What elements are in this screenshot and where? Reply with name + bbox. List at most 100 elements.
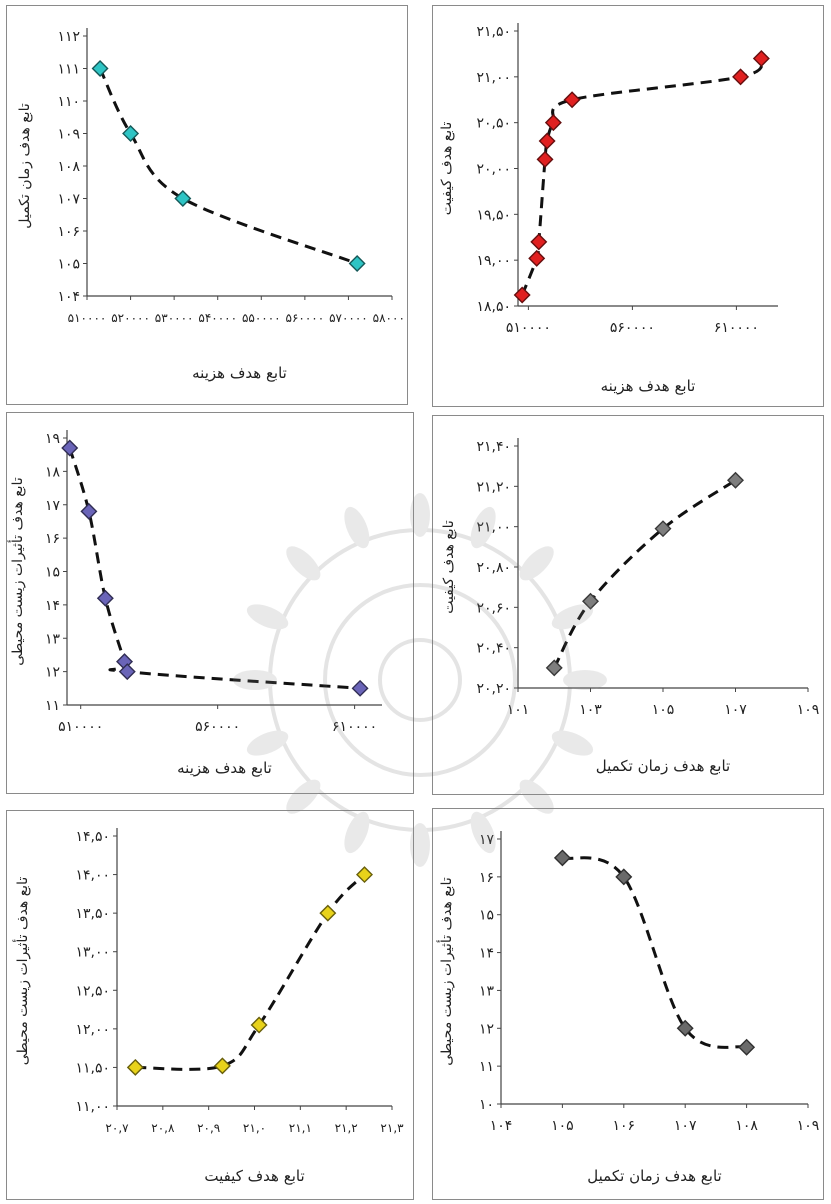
y-tick-label: ۲۰,۰۰ (476, 162, 511, 178)
x-tick-label: ۶۱۰۰۰۰ (332, 719, 377, 735)
x-tick-label: ۱۰۸ (735, 1118, 758, 1134)
data-point-marker (80, 502, 98, 520)
y-tick-label: ۲۱,۰۰ (476, 520, 511, 536)
x-axis-label: تابع هدف هزینه (177, 759, 272, 777)
data-point-marker (676, 1019, 694, 1037)
y-axis-label: تابع هدف تأثیرات زیست محیطی (436, 877, 455, 1066)
data-point-marker (118, 663, 136, 681)
data-point-marker (530, 233, 548, 251)
y-tick-label: ۱۸ (45, 464, 61, 480)
data-point-marker (544, 114, 562, 132)
y-tick-label: ۱۸,۵۰ (476, 299, 511, 315)
watermark-petal (286, 546, 321, 581)
x-tick-label: ۵۶۰۰۰۰ (610, 320, 655, 336)
watermark-petal (519, 546, 554, 581)
x-tick-label: ۱۰۴ (490, 1118, 513, 1134)
y-tick-label: ۲۰,۸۰ (476, 560, 511, 576)
x-axis-label: تابع هدف کیفیت (204, 1167, 304, 1185)
x-tick-label: ۱۰۶ (613, 1118, 636, 1134)
watermark-petal (344, 506, 370, 549)
y-tick-label: ۱۹ (45, 431, 60, 447)
data-point-marker (732, 68, 750, 86)
data-point-marker (356, 866, 373, 884)
x-tick-label: ۶۱۰۰۰۰ (714, 320, 759, 336)
data-point-marker (615, 868, 633, 886)
y-tick-label: ۱۳ (479, 983, 495, 999)
data-point-marker (752, 50, 770, 67)
data-point-marker (553, 849, 571, 867)
x-tick-label: ۲۱,۱ (289, 1121, 312, 1135)
watermark-petal (410, 823, 430, 867)
x-tick-label: ۵۲۰۰۰۰ (111, 311, 150, 325)
x-tick-label: ۲۰,۹ (197, 1121, 220, 1135)
y-tick-label: ۱۰۷ (57, 192, 80, 208)
watermark-petal (470, 506, 496, 549)
y-tick-label: ۱۳,۰۰ (75, 945, 110, 961)
y-tick-label: ۱۵ (45, 565, 60, 581)
y-tick-label: ۱۹,۰۰ (476, 253, 511, 269)
data-point-marker (126, 1058, 144, 1076)
data-point-marker (727, 471, 744, 489)
x-tick-label: ۵۵۰۰۰۰ (242, 311, 281, 325)
chart-svg: ۱۰۴ ۱۰۵ ۱۰۶ ۱۰۷ ۱۰۸ ۱۰۹ ۱۱۰ ۱۱۱ ۱۱۲ ۵۱۰۰۰۰ ۵۲۰۰۰۰ ۵… (17, 28, 407, 382)
y-axis-label: تابع هدف تأثیرات زیست محیطی (12, 877, 31, 1066)
y-tick-label: ۱۹,۵۰ (476, 207, 511, 223)
y-tick-label: ۱۲,۰۰ (75, 1022, 110, 1038)
watermark-petal (246, 604, 289, 630)
x-tick-label: ۵۶۰۰۰۰ (286, 311, 325, 325)
x-tick-label: ۱۰۱ (507, 702, 530, 718)
data-point-marker (250, 1016, 268, 1034)
y-tick-label: ۲۰,۶۰ (476, 600, 511, 616)
x-tick-label: ۵۱۰۰۰۰ (58, 719, 103, 735)
series-curve (98, 67, 358, 265)
y-tick-label: ۱۱,۰۰ (75, 1099, 110, 1115)
series-curve (135, 873, 366, 1071)
y-tick-label: ۱۱۲ (57, 29, 80, 45)
chart-svg: ۱۱ ۱۲ ۱۳ ۱۴ ۱۵ ۱۶ ۱۷ ۱۸ ۱۹ ۵۱۰۰۰۰ ۵۶۰۰۰۰ ۶۱۰۰۰۰ تابع… (7, 430, 382, 777)
y-tick-label: ۱۶ (479, 870, 494, 886)
y-tick-label: ۱۱ (45, 698, 60, 714)
chart-panel-time-vs-environment: ۱۰ ۱۱ ۱۲ ۱۳ ۱۴ ۱۵ ۱۶ ۱۷ ۱۰۴ ۱۰۵ ۱۰۶ ۱۰۷ ۱۰۸ ۱۰۹ تابع ه… (432, 808, 824, 1200)
y-axis-label: تابع هدف تأثیرات زیست محیطی (7, 477, 26, 666)
y-tick-label: ۲۱,۰۰ (476, 70, 511, 86)
x-tick-label: ۲۰,۸ (151, 1121, 175, 1135)
data-point-marker (582, 592, 599, 610)
watermark-petal (563, 670, 607, 690)
watermark-petal (246, 730, 289, 756)
x-tick-label: ۱۰۷ (674, 1118, 697, 1134)
y-tick-label: ۱۴,۵۰ (75, 829, 110, 845)
watermark-petal (286, 779, 321, 814)
y-tick-label: ۱۳,۵۰ (75, 906, 110, 922)
y-tick-label: ۱۱,۵۰ (75, 1060, 110, 1076)
y-tick-label: ۱۰۹ (57, 127, 80, 143)
y-tick-label: ۱۶ (45, 531, 60, 547)
watermark-logo (233, 493, 607, 867)
y-axis-label: تابع هدف کیفیت (439, 122, 455, 216)
chart-panel-cost-vs-time: ۱۰۴ ۱۰۵ ۱۰۶ ۱۰۷ ۱۰۸ ۱۰۹ ۱۱۰ ۱۱۱ ۱۱۲ ۵۱۰۰۰۰ ۵۲۰۰۰۰ ۵… (6, 5, 408, 405)
y-tick-label: ۱۳ (45, 631, 61, 647)
y-tick-label: ۱۷ (45, 498, 61, 514)
y-axis-label: تابع هدف زمان تکمیل (17, 103, 33, 229)
y-tick-label: ۱۷ (479, 832, 495, 848)
y-tick-label: ۱۲ (479, 1021, 494, 1037)
y-tick-label: ۲۱,۴۰ (476, 439, 511, 455)
x-tick-label: ۱۰۵ (652, 702, 675, 718)
y-tick-label: ۱۰۴ (57, 289, 80, 305)
y-tick-label: ۱۴ (45, 598, 60, 614)
watermark-petal (551, 730, 594, 756)
x-axis-label: تابع هدف زمان تکمیل (596, 757, 730, 775)
x-tick-label: ۲۰,۷ (105, 1121, 129, 1135)
y-tick-label: ۲۱,۵۰ (476, 24, 511, 40)
chart-svg: ۱۰ ۱۱ ۱۲ ۱۳ ۱۴ ۱۵ ۱۶ ۱۷ ۱۰۴ ۱۰۵ ۱۰۶ ۱۰۷ ۱۰۸ ۱۰۹ تابع ه… (436, 831, 819, 1185)
y-tick-label: ۱۰ (479, 1097, 494, 1113)
data-point-marker (654, 520, 672, 538)
y-tick-label: ۱۱۱ (57, 62, 80, 78)
y-tick-label: ۲۰,۴۰ (476, 641, 511, 657)
x-tick-label: ۵۸۰۰۰۰ (373, 311, 407, 325)
y-tick-label: ۱۵ (479, 908, 494, 924)
y-tick-label: ۱۰۸ (57, 159, 80, 175)
x-tick-label: ۵۷۰۰۰۰ (329, 311, 368, 325)
data-point-marker (538, 132, 556, 150)
watermark-petal (519, 779, 554, 814)
data-point-marker (528, 249, 546, 267)
